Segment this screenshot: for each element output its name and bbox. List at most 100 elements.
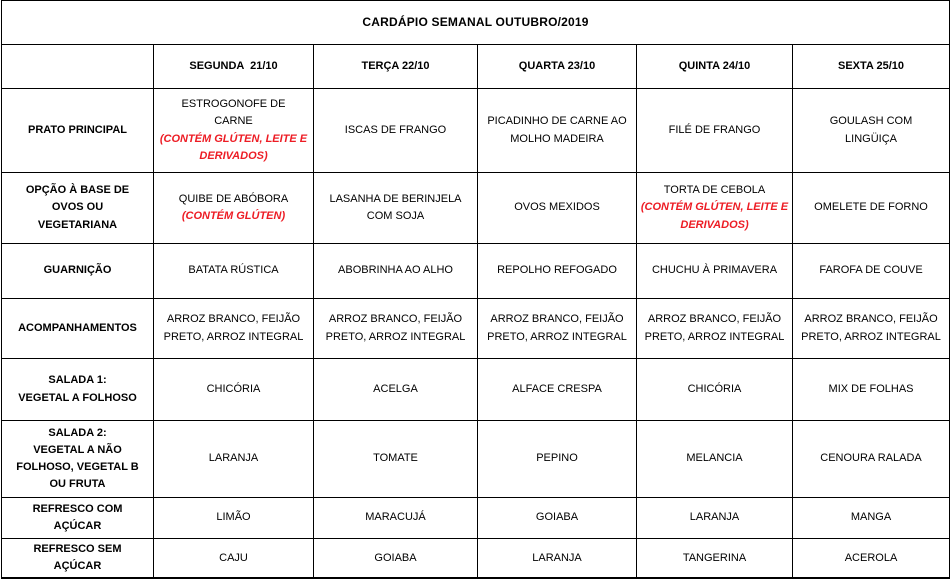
menu-cell: GOULASH COM LINGÜIÇA [791, 88, 950, 173]
menu-cell: MANGA [791, 497, 950, 539]
menu-cell: CENOURA RALADA [791, 420, 950, 498]
menu-cell: PICADINHO DE CARNE AO MOLHO MADEIRA [477, 88, 637, 173]
table-row-opcao-vegetariana: OPÇÃO À BASE DE OVOS OU VEGETARIANA QUIB… [1, 172, 950, 244]
row-label-refresco-sem-acucar: REFRESCO SEM AÇÚCAR [1, 538, 154, 579]
menu-item-text: GOIABA [535, 511, 579, 524]
menu-cell: ALFACE CRESPA [477, 358, 637, 421]
table-row-prato-principal: PRATO PRINCIPAL ESTROGONOFE DE CARNE (CON… [1, 88, 950, 173]
menu-cell: LASANHA DE BERINJELA COM SOJA [313, 172, 478, 244]
allergen-note: (CONTÉM GLÚTEN) [181, 210, 286, 222]
menu-item-text: LARANJA [532, 551, 582, 564]
menu-item-text: PEPINO [536, 452, 578, 465]
menu-item-text: BATATA RÚSTICA [188, 264, 279, 277]
menu-item-text: ACELGA [373, 382, 418, 395]
menu-cell: ARROZ BRANCO, FEIJÃO PRETO, ARROZ INTEGR… [791, 298, 950, 359]
row-label-guarnicao: GUARNIÇÃO [1, 243, 154, 299]
menu-cell: ISCAS DE FRANGO [313, 88, 478, 173]
day-header-sexta: SEXTA 25/10 [791, 44, 950, 89]
menu-item-text: ARROZ BRANCO, FEIJÃO PRETO, ARROZ INTEGR… [644, 313, 785, 343]
table-row-refresco-sem-acucar: REFRESCO SEM AÇÚCAR CAJU GOIABA LARANJA … [1, 538, 950, 579]
menu-cell: CHUCHU À PRIMAVERA [636, 243, 793, 299]
menu-item-text: QUIBE DE ABÓBORA [178, 192, 289, 205]
menu-item-text: CENOURA RALADA [820, 452, 922, 465]
allergen-note: (CONTÉM GLÚTEN, LEITE E DERIVADOS) [159, 132, 311, 162]
corner-header-empty [1, 44, 154, 89]
menu-item-text: OMELETE DE FORNO [814, 201, 928, 214]
menu-item-text: LARANJA [689, 511, 740, 524]
title-row: CARDÁPIO SEMANAL OUTUBRO/2019 [0, 0, 950, 45]
menu-item-text: TOMATE [373, 452, 418, 465]
menu-cell: BATATA RÚSTICA [153, 243, 314, 299]
menu-cell: GOIABA [313, 538, 478, 579]
menu-item-text: ARROZ BRANCO, FEIJÃO PRETO, ARROZ INTEGR… [487, 313, 627, 343]
menu-item-text: ARROZ BRANCO, FEIJÃO PRETO, ARROZ INTEGR… [325, 313, 466, 343]
menu-cell: REPOLHO REFOGADO [477, 243, 637, 299]
menu-cell: ARROZ BRANCO, FEIJÃO PRETO, ARROZ INTEGR… [636, 298, 793, 359]
row-label-refresco-com-acucar: REFRESCO COM AÇÚCAR [1, 497, 154, 539]
menu-item-text: LASANHA DE BERINJELA COM SOJA [329, 192, 462, 222]
menu-cell: CHICÓRIA [153, 358, 314, 421]
menu-cell: TANGERINA [636, 538, 793, 579]
menu-cell: ARROZ BRANCO, FEIJÃO PRETO, ARROZ INTEGR… [477, 298, 637, 359]
menu-item-text: FAROFA DE COUVE [819, 264, 923, 277]
menu-cell: OVOS MEXIDOS [477, 172, 637, 244]
table-row-salada-1: SALADA 1: VEGETAL A FOLHOSO CHICÓRIA ACE… [1, 358, 950, 421]
menu-item-text: MARACUJÁ [365, 511, 426, 524]
row-label-salada-1: SALADA 1: VEGETAL A FOLHOSO [1, 358, 154, 421]
menu-item-text: OVOS MEXIDOS [514, 201, 600, 214]
menu-cell: CAJU [153, 538, 314, 579]
table-row-salada-2: SALADA 2: VEGETAL A NÃO FOLHOSO, VEGETAL… [1, 420, 950, 498]
menu-cell: ARROZ BRANCO, FEIJÃO PRETO, ARROZ INTEGR… [153, 298, 314, 359]
menu-cell: MARACUJÁ [313, 497, 478, 539]
page-title: CARDÁPIO SEMANAL OUTUBRO/2019 [0, 0, 950, 45]
day-header-quinta: QUINTA 24/10 [636, 44, 793, 89]
table-row-acompanhamentos: ACOMPANHAMENTOS ARROZ BRANCO, FEIJÃO PRE… [1, 298, 950, 359]
menu-item-text: GOIABA [374, 551, 417, 564]
menu-cell: MELANCIA [636, 420, 793, 498]
menu-cell: ABOBRINHA AO ALHO [313, 243, 478, 299]
menu-item-text: MIX DE FOLHAS [828, 382, 914, 395]
menu-item-text: CHUCHU À PRIMAVERA [651, 264, 778, 277]
menu-item-text: LARANJA [208, 452, 259, 465]
menu-item-text: CHICÓRIA [687, 382, 742, 395]
menu-cell: ACELGA [313, 358, 478, 421]
menu-item-text: ABOBRINHA AO ALHO [338, 264, 453, 277]
menu-cell: GOIABA [477, 497, 637, 539]
menu-cell: ARROZ BRANCO, FEIJÃO PRETO, ARROZ INTEGR… [313, 298, 478, 359]
menu-item-text: ACEROLA [844, 551, 898, 564]
menu-item-text: REPOLHO REFOGADO [497, 264, 617, 277]
menu-cell: ESTROGONOFE DE CARNE (CONTÉM GLÚTEN, LEIT… [153, 88, 314, 173]
menu-cell: QUIBE DE ABÓBORA (CONTÉM GLÚTEN) [153, 172, 314, 244]
menu-cell: FILÉ DE FRANGO [636, 88, 793, 173]
menu-item-text: ISCAS DE FRANGO [344, 123, 447, 136]
day-header-segunda: SEGUNDA 21/10 [153, 44, 314, 89]
allergen-note: (CONTÉM GLÚTEN, LEITE E DERIVADOS) [640, 201, 792, 231]
menu-cell: TOMATE [313, 420, 478, 498]
menu-cell: LIMÃO [153, 497, 314, 539]
day-header-quarta: QUARTA 23/10 [477, 44, 637, 89]
header-row: SEGUNDA 21/10 TERÇA 22/10 QUARTA 23/10 Q… [1, 44, 950, 89]
row-label-opcao-vegetariana: OPÇÃO À BASE DE OVOS OU VEGETARIANA [1, 172, 154, 244]
menu-cell: CHICÓRIA [636, 358, 793, 421]
menu-cell: LARANJA [153, 420, 314, 498]
menu-item-text: CAJU [219, 551, 248, 564]
menu-item-text: ARROZ BRANCO, FEIJÃO PRETO, ARROZ INTEGR… [163, 313, 304, 343]
menu-item-text: MELANCIA [686, 452, 743, 465]
menu-cell: TORTA DE CEBOLA (CONTÉM GLÚTEN, LEITE E D… [636, 172, 793, 244]
menu-item-text: ARROZ BRANCO, FEIJÃO PRETO, ARROZ INTEGR… [801, 313, 941, 343]
menu-item-text: ESTROGONOFE DE CARNE [181, 98, 286, 128]
menu-cell: OMELETE DE FORNO [791, 172, 950, 244]
menu-item-text: ALFACE CRESPA [512, 382, 602, 395]
menu-item-text: TORTA DE CEBOLA [663, 184, 766, 197]
menu-item-text: TANGERINA [682, 551, 747, 564]
row-label-salada-2: SALADA 2: VEGETAL A NÃO FOLHOSO, VEGETAL… [1, 420, 154, 498]
menu-cell: LARANJA [477, 538, 637, 579]
row-label-prato-principal: PRATO PRINCIPAL [1, 88, 154, 173]
menu-item-text: GOULASH COM LINGÜIÇA [829, 115, 913, 145]
menu-item-text: PICADINHO DE CARNE AO MOLHO MADEIRA [487, 115, 627, 145]
menu-cell: ACEROLA [791, 538, 950, 579]
row-label-acompanhamentos: ACOMPANHAMENTOS [1, 298, 154, 359]
table-row-refresco-com-acucar: REFRESCO COM AÇÚCAR LIMÃO MARACUJÁ GOIAB… [1, 497, 950, 539]
